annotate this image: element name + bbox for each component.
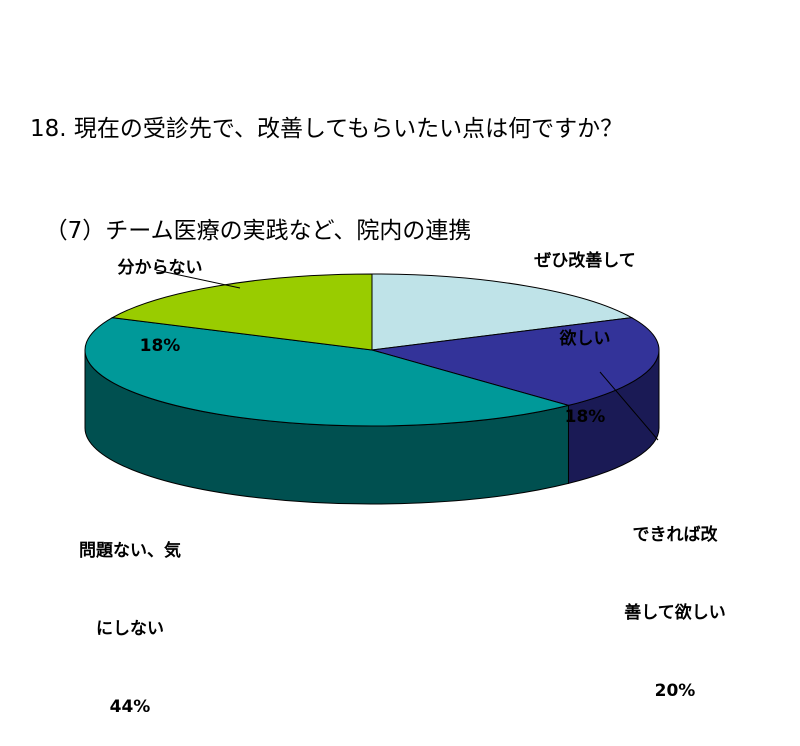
slice-label-wakaranai-line1: 分からない bbox=[117, 258, 203, 278]
chart-title-line2: （7）チーム医療の実践など、院内の連携 bbox=[30, 218, 472, 244]
chart-title-line1: 18. 現在の受診先で、改善してもらいたい点は何ですか？ bbox=[30, 116, 624, 142]
slice-label-mondainai: 問題ない、気 にしない 44% bbox=[50, 486, 210, 746]
slice-label-zehi: ぜひ改善して 欲しい 18% bbox=[510, 196, 660, 456]
slice-label-zehi-pct: 18% bbox=[564, 407, 606, 427]
slice-label-dekireba-line2: 善して欲しい bbox=[624, 603, 726, 623]
slice-label-wakaranai: 分からない 18% bbox=[90, 203, 230, 385]
pie-slice-zehi bbox=[371, 273, 634, 351]
pie-slice-wakaranai bbox=[110, 273, 373, 351]
slice-label-mondainai-line2: にしない bbox=[96, 619, 164, 639]
pie-chart bbox=[84, 269, 660, 505]
slice-label-mondainai-line1: 問題ない、気 bbox=[79, 541, 181, 561]
slice-label-zehi-line1: ぜひ改善して bbox=[534, 251, 636, 271]
slice-label-dekireba: できれば改 善して欲しい 20% bbox=[600, 470, 750, 730]
slice-label-mondainai-pct: 44% bbox=[109, 697, 151, 717]
chart-title: 18. 現在の受診先で、改善してもらいたい点は何ですか？ （7）チーム医療の実践… bbox=[30, 44, 623, 282]
slice-label-dekireba-pct: 20% bbox=[654, 681, 696, 701]
leader-line-wakaranai bbox=[155, 269, 241, 289]
slice-label-dekireba-line1: できれば改 bbox=[632, 525, 718, 545]
slice-label-zehi-line2: 欲しい bbox=[559, 329, 611, 349]
leader-line-dekireba bbox=[599, 371, 659, 441]
pie-slice-mondainai bbox=[84, 317, 571, 427]
slice-label-wakaranai-pct: 18% bbox=[139, 336, 181, 356]
pie-slice-dekireba bbox=[371, 317, 660, 406]
